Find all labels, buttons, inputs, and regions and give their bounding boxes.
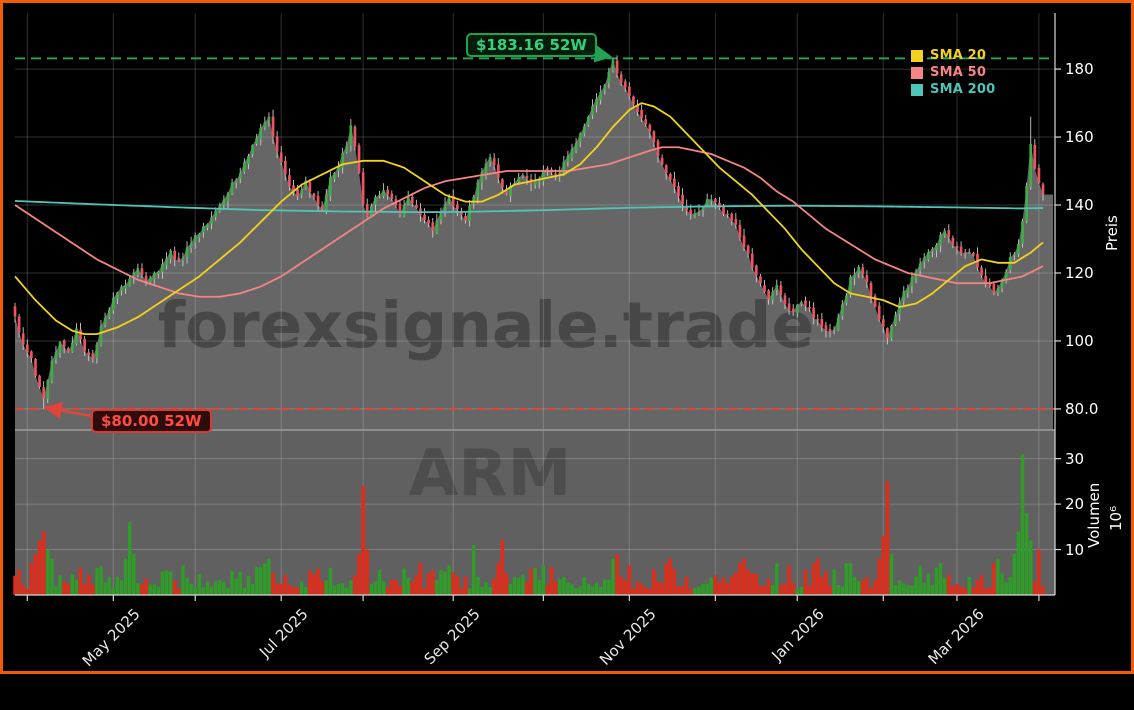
svg-text:ARM: ARM: [409, 437, 572, 511]
volume-bars: [13, 454, 1045, 595]
price-area-fill: [15, 60, 1053, 430]
chart-window: forexsignale.trade ARM SMA 20 SMA 50 SMA …: [0, 0, 1134, 674]
52w-levels: [15, 57, 1055, 410]
sma20-line: [14, 102, 1044, 336]
sma50-line: [14, 146, 1044, 298]
sma-lines: [14, 102, 1044, 336]
sma200-line: [14, 200, 1044, 214]
candlesticks: [13, 55, 1045, 409]
watermarks: forexsignale.trade: [158, 289, 814, 362]
svg-text:forexsignale.trade: forexsignale.trade: [158, 289, 814, 362]
stock-chart-canvas: forexsignale.trade ARM: [13, 13, 1061, 601]
